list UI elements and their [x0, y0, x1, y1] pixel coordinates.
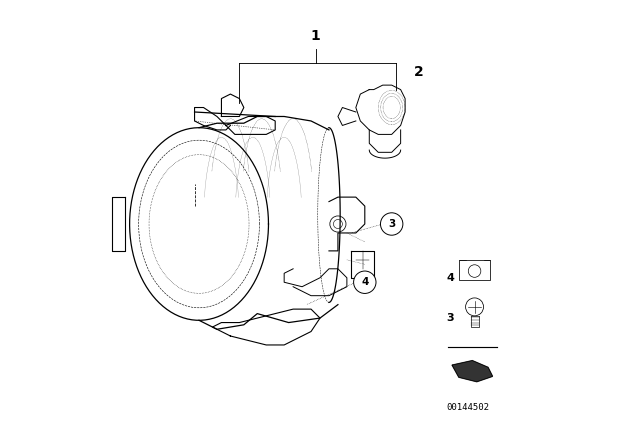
Text: 4: 4 [447, 273, 454, 283]
Text: 3: 3 [388, 219, 396, 229]
Text: 1: 1 [310, 29, 321, 43]
Text: 2: 2 [413, 65, 424, 79]
Circle shape [354, 271, 376, 293]
Circle shape [380, 213, 403, 235]
Text: 4: 4 [361, 277, 369, 287]
Text: 3: 3 [447, 313, 454, 323]
Text: 00144502: 00144502 [446, 403, 490, 412]
Polygon shape [452, 361, 493, 382]
